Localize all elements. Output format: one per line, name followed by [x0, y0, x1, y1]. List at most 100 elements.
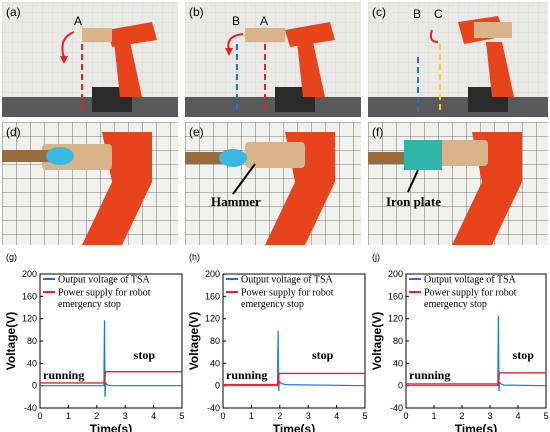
panel-letter-e: (e): [189, 125, 204, 139]
y-tick-label: 80: [27, 336, 37, 346]
annotation-stop: stop: [134, 348, 156, 362]
y-tick-label: 200: [388, 269, 403, 279]
annotation-running: running: [43, 368, 84, 382]
position-mark-a2: A: [260, 14, 269, 28]
chart-g: (g) -40 0 40 80 120 160 200 0 1 2 3 4 5 Time(s) Voltage…: [0, 248, 186, 432]
y-axis-title: Voltage(V): [4, 312, 18, 370]
x-tick-label: 0: [37, 411, 42, 421]
position-mark-c: C: [434, 7, 443, 21]
robot-illustration-c: [368, 2, 548, 117]
position-mark-b3: B: [413, 7, 422, 21]
x-tick-label: 5: [179, 411, 184, 421]
x-tick-label: 0: [403, 411, 408, 421]
y-tick-label: 0: [215, 381, 220, 391]
x-tick-label: 3: [306, 411, 311, 421]
y-tick-label: -40: [390, 403, 403, 413]
legend-label-power: Power supply for robot: [58, 288, 151, 299]
x-tick-label: 1: [431, 411, 436, 421]
photo-panel-d: (d): [2, 122, 178, 245]
photo-panel-b: (b) B A: [185, 2, 361, 117]
y-tick-label: 40: [393, 358, 403, 368]
robot-illustration-a: [2, 2, 178, 117]
x-tick-label: 2: [459, 411, 464, 421]
x-tick-label: 5: [362, 411, 367, 421]
chart-panel-letter: (j): [372, 252, 380, 262]
legend-label-power: Power supply for robot: [424, 288, 517, 299]
y-tick-label: 0: [32, 381, 37, 391]
x-tick-label: 4: [515, 411, 520, 421]
y-tick-label: 80: [210, 336, 220, 346]
annotation-running: running: [226, 368, 267, 382]
legend-label-tsa: Output voltage of TSA: [58, 275, 151, 286]
robot-illustration-e: [185, 122, 361, 245]
iron-plate-label: Iron plate: [386, 194, 442, 209]
legend-label-power-cont: emergency stop: [241, 299, 304, 310]
photo-panel-f: (f) Iron plate: [368, 122, 548, 245]
x-tick-label: 0: [220, 411, 225, 421]
chart-panel-letter: (g): [6, 252, 17, 262]
y-tick-label: 40: [27, 358, 37, 368]
y-tick-label: 120: [205, 314, 220, 324]
panel-letter-c: (c): [372, 5, 386, 19]
y-tick-label: 120: [22, 314, 37, 324]
x-tick-label: 1: [66, 411, 71, 421]
y-axis-title: Voltage(V): [370, 312, 384, 370]
series-line-tsa-output: [223, 330, 366, 392]
x-axis-title: Time(s): [90, 422, 132, 432]
chart-panel-letter: (h): [189, 252, 200, 262]
legend-label-tsa: Output voltage of TSA: [424, 275, 517, 286]
y-tick-label: 160: [388, 291, 403, 301]
y-tick-label: 80: [393, 336, 403, 346]
photo-panel-e: (e) Hammer: [185, 122, 361, 245]
annotation-stop: stop: [513, 348, 535, 362]
position-mark-b: B: [232, 14, 241, 28]
chart-h: (h) -40 0 40 80 120 160 200 0 1 2 3 4 5 Time(s) Voltage…: [183, 248, 369, 432]
panel-letter-f: (f): [372, 125, 384, 139]
x-tick-label: 2: [277, 411, 282, 421]
x-tick-label: 5: [543, 411, 548, 421]
annotation-stop: stop: [312, 348, 334, 362]
x-tick-label: 4: [334, 411, 339, 421]
x-tick-label: 4: [151, 411, 156, 421]
y-tick-label: 0: [398, 381, 403, 391]
x-tick-label: 3: [487, 411, 492, 421]
series-line-power-supply: [223, 372, 365, 386]
chart-j: (j) -40 0 40 80 120 160 200 0 1 2 3 4 5 Time(s) Voltage…: [366, 248, 550, 432]
y-tick-label: 160: [205, 291, 220, 301]
robot-illustration-d: [2, 122, 178, 245]
robot-illustration-b: [185, 2, 361, 117]
x-tick-label: 2: [94, 411, 99, 421]
y-axis-title: Voltage(V): [187, 312, 201, 370]
y-tick-label: -40: [207, 403, 220, 413]
x-axis-title: Time(s): [455, 422, 497, 432]
photo-panel-c: (c) B C: [368, 2, 548, 117]
hammer-label: Hammer: [211, 194, 261, 209]
legend-label-power-cont: emergency stop: [58, 299, 121, 310]
y-tick-label: 200: [22, 269, 37, 279]
y-tick-label: 200: [205, 269, 220, 279]
series-line-power-supply: [406, 372, 546, 385]
series-line-power-supply: [40, 370, 182, 384]
y-tick-label: 160: [22, 291, 37, 301]
y-tick-label: 120: [388, 314, 403, 324]
panel-letter-a: (a): [6, 5, 21, 19]
y-tick-label: 40: [210, 358, 220, 368]
x-tick-label: 1: [249, 411, 254, 421]
legend-label-tsa: Output voltage of TSA: [241, 275, 334, 286]
photo-panel-a: (a) A: [2, 2, 178, 117]
robot-illustration-f: [368, 122, 548, 245]
series-line-tsa-output: [40, 320, 182, 397]
y-tick-label: -40: [24, 403, 37, 413]
panel-letter-b: (b): [189, 5, 204, 19]
x-axis-title: Time(s): [273, 422, 315, 432]
legend-label-power: Power supply for robot: [241, 288, 334, 299]
position-mark-a: A: [74, 14, 83, 28]
annotation-running: running: [409, 368, 450, 382]
series-line-tsa-output: [406, 315, 547, 392]
x-tick-label: 3: [123, 411, 128, 421]
legend-label-power-cont: emergency stop: [424, 299, 487, 310]
panel-letter-d: (d): [6, 125, 21, 139]
